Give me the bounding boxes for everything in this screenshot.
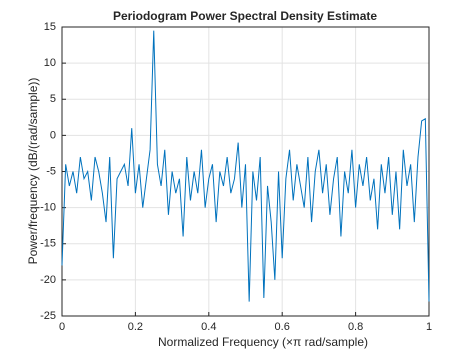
- y-tick-label: 5: [50, 93, 56, 105]
- plot-frame: [61, 26, 430, 317]
- x-tick-label: 0.4: [201, 321, 216, 333]
- y-tick-label: -15: [40, 238, 56, 250]
- y-tick-label: 15: [44, 21, 56, 33]
- x-tick-label: 1: [426, 321, 432, 333]
- x-tick-label: 0.2: [128, 321, 143, 333]
- y-tick-label: -10: [40, 202, 56, 214]
- y-tick-label: -5: [46, 165, 56, 177]
- x-axis-label: Normalized Frequency (×π rad/sample): [158, 335, 368, 349]
- y-tick-label: -25: [40, 310, 56, 322]
- y-tick-label: 0: [50, 129, 56, 141]
- data-line: [61, 30, 430, 302]
- y-axis-label: Power/frequency (dB/(rad/sample)): [26, 78, 40, 265]
- chart-title: Periodogram Power Spectral Density Estim…: [113, 9, 377, 23]
- y-tick-label: 10: [44, 57, 56, 69]
- x-tick-label: 0.8: [348, 321, 363, 333]
- x-tick-label: 0: [59, 321, 65, 333]
- y-tick-label: -20: [40, 274, 56, 286]
- x-tick-label: 0.6: [275, 321, 290, 333]
